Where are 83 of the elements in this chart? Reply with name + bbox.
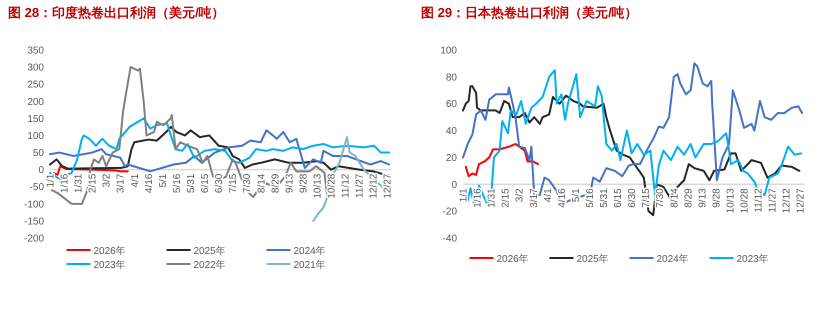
x-tick-label: 1/16 <box>60 173 71 194</box>
x-tick-label: 4/16 <box>556 188 568 208</box>
x-tick-label: 12/27 <box>796 188 807 214</box>
x-tick-label: 5/16 <box>584 188 596 208</box>
x-tick-label: 3/17 <box>528 188 540 208</box>
x-tick-label: 2/15 <box>500 188 512 208</box>
x-tick-label: 9/28 <box>711 188 722 208</box>
x-tick-label: 1/1 <box>458 188 470 202</box>
x-tick-label: 10/28 <box>326 173 338 199</box>
y-tick-label: 200 <box>27 96 44 108</box>
y-tick-label: 0 <box>451 180 458 191</box>
x-tick-label: 9/13 <box>697 188 708 208</box>
x-tick-label: 1/31 <box>486 188 498 208</box>
x-tick-label: 4/1 <box>542 188 554 202</box>
x-tick-label: 7/30 <box>655 188 666 208</box>
x-tick-label: 6/30 <box>214 173 226 194</box>
y-tick-label: 100 <box>440 46 458 56</box>
y-tick-label: 50 <box>32 148 44 160</box>
legend-label: 2025年 <box>576 253 609 265</box>
x-tick-label: 9/28 <box>298 173 310 194</box>
legend-label: 2026年 <box>94 245 126 257</box>
y-tick-label: 60 <box>446 99 458 110</box>
x-tick-label: 12/12 <box>368 173 380 199</box>
x-tick-label: 4/1 <box>130 173 141 188</box>
x-tick-label: 3/2 <box>102 173 113 188</box>
y-tick-label: -40 <box>442 234 458 244</box>
y-tick-label: -100 <box>24 199 44 210</box>
x-tick-label: 11/27 <box>768 188 779 213</box>
y-tick-label: -150 <box>24 216 44 228</box>
legend-label: 2025年 <box>194 245 226 257</box>
x-tick-label: 7/15 <box>641 188 652 208</box>
x-tick-label: 11/27 <box>354 173 366 198</box>
x-tick-label: 10/13 <box>725 188 736 214</box>
x-tick-label: 12/27 <box>382 173 394 199</box>
x-tick-label: 12/12 <box>782 188 793 214</box>
line-series <box>52 165 129 176</box>
y-tick-label: 350 <box>27 46 44 56</box>
x-tick-label: 8/14 <box>256 173 268 194</box>
x-tick-label: 6/15 <box>200 173 212 194</box>
x-tick-label: 5/31 <box>186 173 198 194</box>
x-tick-label: 5/1 <box>570 188 582 202</box>
legend-label: 2021年 <box>294 259 326 271</box>
x-tick-label: 6/30 <box>627 188 638 208</box>
y-tick-label: -200 <box>24 234 44 244</box>
y-tick-label: 100 <box>27 130 44 142</box>
x-tick-label: 8/14 <box>669 188 680 208</box>
x-tick-label: 3/2 <box>514 188 526 202</box>
x-tick-label: 1/16 <box>472 188 484 208</box>
y-tick-label: 80 <box>446 72 458 84</box>
legend-label: 2022年 <box>194 259 226 271</box>
legend-label: 2024年 <box>656 253 689 265</box>
x-tick-label: 10/28 <box>740 188 751 214</box>
x-tick-label: 11/12 <box>340 173 352 198</box>
y-tick-label: 20 <box>446 152 458 164</box>
x-tick-label: 7/15 <box>228 173 240 194</box>
x-tick-label: 9/13 <box>284 173 296 194</box>
y-tick-label: 250 <box>27 80 44 91</box>
y-tick-label: 150 <box>27 114 44 125</box>
chart-title: 图 28：印度热卷出口利润（美元/吨） <box>8 5 225 20</box>
x-tick-label: 5/1 <box>158 173 169 188</box>
legend-label: 2026年 <box>496 253 529 265</box>
legend-label: 2023年 <box>736 253 769 265</box>
x-tick-label: 4/16 <box>144 173 155 194</box>
x-tick-label: 8/29 <box>683 188 694 208</box>
y-tick-label: 300 <box>27 62 44 74</box>
y-tick-label: -20 <box>442 206 458 218</box>
x-tick-label: 3/17 <box>116 173 127 194</box>
x-tick-label: 7/30 <box>242 173 254 194</box>
x-tick-label: 11/12 <box>754 188 765 213</box>
x-tick-label: 1/31 <box>74 173 85 194</box>
x-tick-label: 10/13 <box>312 173 324 199</box>
x-tick-label: 6/15 <box>613 188 624 208</box>
chart-title: 图 29：日本热卷出口利润（美元/吨） <box>421 5 638 20</box>
y-tick-label: 0 <box>38 165 44 176</box>
x-tick-label: 8/29 <box>270 173 282 194</box>
legend-label: 2023年 <box>94 259 126 271</box>
y-tick-label: 40 <box>446 126 458 138</box>
legend-label: 2024年 <box>294 245 326 257</box>
x-tick-label: 5/16 <box>172 173 183 194</box>
x-tick-label: 1/1 <box>46 173 56 188</box>
x-tick-label: 5/31 <box>599 188 610 208</box>
y-tick-label: -50 <box>30 182 44 194</box>
line-series <box>464 143 539 178</box>
